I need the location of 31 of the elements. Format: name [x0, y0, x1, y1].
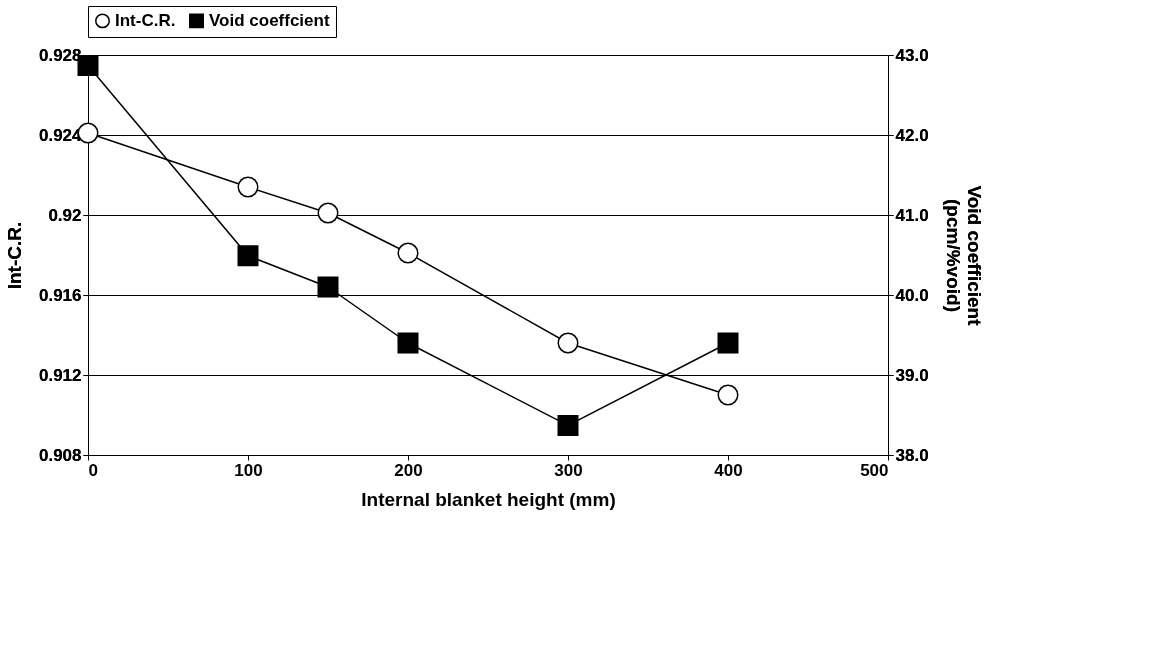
y2-axis-title: Void coefficient (pcm/%void): [942, 185, 985, 327]
y-axis-title: Int-C.R.: [3, 221, 25, 290]
y2-tick-label: 38.0: [895, 445, 929, 465]
x-tick-label: 100: [234, 460, 263, 480]
y2-tick-label: 43.0: [895, 45, 929, 65]
y2-tick-label: 40.0: [895, 285, 929, 305]
point: [717, 332, 739, 354]
legend-label: Void coeffcient: [209, 10, 330, 30]
point: [317, 202, 339, 224]
point: [557, 414, 579, 436]
y2-tick-label: 41.0: [895, 205, 929, 225]
point: [397, 242, 419, 264]
y-tick-label: 0.92: [48, 205, 82, 225]
x-axis-title: Internal blanket height (mm): [361, 488, 616, 510]
point: [557, 332, 579, 354]
point: [237, 245, 259, 267]
point: [317, 276, 339, 298]
legend-label: Int-C.R.: [115, 10, 176, 30]
y2-tick-label: 39.0: [895, 365, 929, 385]
point: [717, 384, 739, 406]
x-tick-label: 400: [714, 460, 743, 480]
x-tick-label: 300: [554, 460, 583, 480]
y-tick-label: 0.916: [38, 285, 82, 305]
y-tick-label: 0.908: [38, 445, 82, 465]
point: [397, 332, 419, 354]
x-tick-label: 500: [860, 460, 889, 480]
x-tick-label: 200: [394, 460, 423, 480]
y2-tick-label: 42.0: [895, 125, 929, 145]
point: [237, 176, 259, 198]
x-tick-label: 0: [88, 460, 98, 480]
y-tick-label: 0.912: [38, 365, 82, 385]
